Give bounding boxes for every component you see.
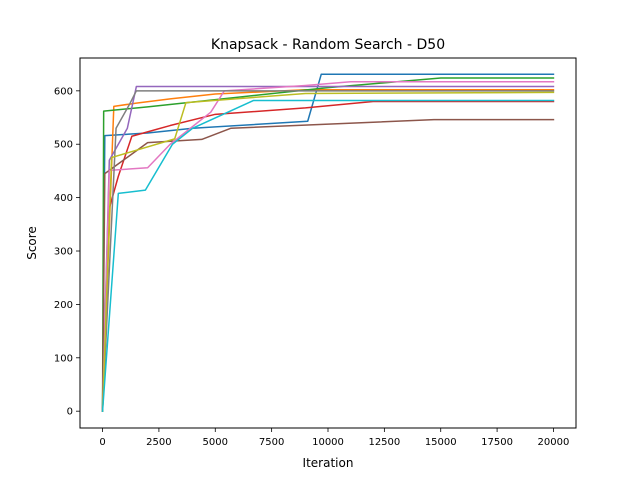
chart-title: Knapsack - Random Search - D50 [211, 37, 445, 53]
x-tick-label: 15000 [425, 437, 457, 448]
x-axis-ticks: 0 2500 5000 7500 10000 12500 15000 17500 20000 [99, 428, 569, 448]
y-tick-label: 100 [54, 353, 73, 364]
x-axis-label: Iteration [303, 456, 354, 470]
plot-frame [79, 57, 577, 429]
series-line-7 [101, 81, 555, 412]
y-tick-label: 400 [54, 193, 73, 204]
x-tick-label: 7500 [259, 437, 284, 448]
x-tick-label: 2500 [146, 437, 171, 448]
y-tick-label: 0 [67, 407, 73, 418]
series-line-3 [101, 77, 555, 412]
y-tick-label: 600 [54, 86, 73, 97]
x-tick-label: 10000 [312, 437, 344, 448]
x-tick-label: 5000 [203, 437, 228, 448]
series-line-10 [101, 99, 555, 412]
y-axis-ticks: 0 100 200 300 400 500 600 [54, 86, 80, 418]
series-line-8 [101, 90, 555, 412]
y-axis-label: Score [25, 226, 39, 260]
y-tick-label: 300 [54, 247, 73, 258]
x-tick-label: 12500 [368, 437, 400, 448]
series-layer [101, 73, 555, 412]
y-tick-label: 500 [54, 140, 73, 151]
x-tick-label: 17500 [481, 437, 513, 448]
x-tick-label: 0 [99, 437, 105, 448]
series-line-9 [101, 91, 555, 412]
y-tick-label: 200 [54, 300, 73, 311]
x-tick-label: 20000 [538, 437, 570, 448]
series-line-6 [101, 118, 555, 412]
